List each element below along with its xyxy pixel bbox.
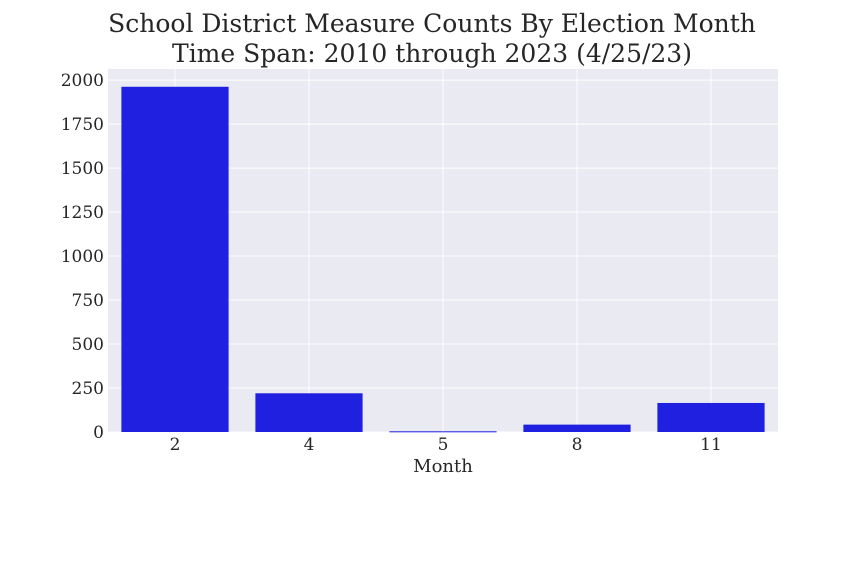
y-tick-label: 2000 [61,71,104,91]
x-tick-label: 8 [572,435,583,455]
x-tick-label: 5 [438,435,449,455]
chart-title: School District Measure Counts By Electi… [108,9,756,38]
y-tick-label: 0 [93,423,104,443]
y-tick-label: 250 [72,379,104,399]
bars [121,86,765,433]
x-axis-ticks: 2 4 5 8 11 [170,435,722,455]
bar-month-5 [389,431,497,433]
y-tick-label: 1750 [61,115,104,135]
y-axis-ticks: 0 250 500 750 1000 1250 1500 1750 2000 [61,71,104,443]
bar-month-4 [255,393,363,432]
x-tick-label: 11 [700,435,722,455]
chart-subtitle: Time Span: 2010 through 2023 (4/25/23) [172,39,692,68]
y-tick-label: 1000 [61,247,104,267]
x-tick-label: 2 [170,435,181,455]
y-tick-label: 1500 [61,159,104,179]
y-tick-label: 500 [72,335,104,355]
y-tick-label: 1250 [61,203,104,223]
bar-month-8 [523,424,631,432]
bar-month-2 [121,86,229,432]
x-axis-label: Month [413,456,473,477]
x-tick-label: 4 [304,435,315,455]
y-tick-label: 750 [72,291,104,311]
bar-month-11 [657,402,765,432]
